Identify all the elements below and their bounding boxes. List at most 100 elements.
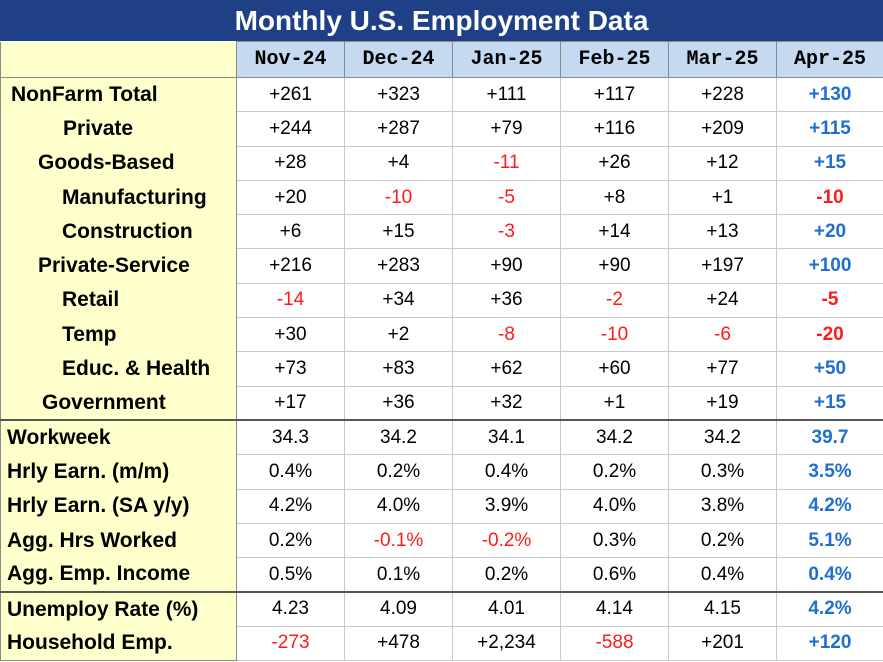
value-cell: +1	[560, 386, 669, 422]
value-cell: 34.2	[344, 420, 453, 456]
table-row: Retail -14 +34 +36 -2 +24 -5	[0, 283, 883, 319]
row-label: Construction	[0, 214, 237, 249]
value-cell: +4	[344, 146, 453, 181]
value-cell: +24	[668, 283, 777, 319]
month-header: Jan-25	[452, 41, 561, 78]
value-cell: 4.14	[560, 591, 669, 627]
value-cell: 34.2	[560, 420, 669, 456]
latest-value-cell: +15	[776, 146, 883, 181]
value-cell: -8	[452, 317, 561, 353]
value-cell: +209	[668, 111, 777, 147]
value-cell: -3	[452, 214, 561, 250]
value-cell: 34.1	[452, 420, 561, 456]
table-row: Construction +6 +15 -3 +14 +13 +20	[0, 214, 883, 250]
latest-value-cell: -10	[776, 180, 883, 216]
value-cell: +1	[668, 180, 777, 216]
value-cell: -0.1%	[344, 523, 453, 559]
value-cell: +8	[560, 180, 669, 216]
latest-value-cell: -5	[776, 283, 883, 319]
latest-value-cell: -20	[776, 317, 883, 353]
value-cell: -5	[452, 180, 561, 216]
latest-value-cell: 4.2%	[776, 591, 883, 627]
value-cell: +73	[236, 351, 345, 387]
value-cell: +60	[560, 351, 669, 387]
latest-value-cell: +50	[776, 351, 883, 387]
value-cell: -10	[560, 317, 669, 353]
header-corner	[0, 41, 237, 78]
value-cell: 4.23	[236, 591, 345, 627]
table-row: Temp +30 +2 -8 -10 -6 -20	[0, 317, 883, 353]
value-cell: +478	[344, 626, 453, 662]
month-header: Apr-25	[776, 41, 883, 78]
latest-value-cell: +15	[776, 386, 883, 422]
value-cell: 0.3%	[668, 454, 777, 490]
value-cell: +19	[668, 386, 777, 422]
value-cell: +216	[236, 248, 345, 284]
value-cell: 0.2%	[560, 454, 669, 490]
table-row: Educ. & Health +73 +83 +62 +60 +77 +50	[0, 351, 883, 387]
latest-value-cell: +120	[776, 626, 883, 662]
value-cell: +13	[668, 214, 777, 250]
row-label: Goods-Based	[0, 146, 237, 181]
table-row: Agg. Hrs Worked 0.2% -0.1% -0.2% 0.3% 0.2% 5.1…	[0, 523, 883, 559]
month-header: Feb-25	[560, 41, 669, 78]
value-cell: 0.1%	[344, 557, 453, 593]
row-label: Private-Service	[0, 248, 237, 284]
value-cell: -588	[560, 626, 669, 662]
table-row: Hrly Earn. (m/m) 0.4% 0.2% 0.4% 0.2% 0.3% 3.5%	[0, 454, 883, 490]
value-cell: 0.4%	[236, 454, 345, 490]
month-header: Mar-25	[668, 41, 777, 78]
value-cell: +79	[452, 111, 561, 147]
latest-value-cell: 0.4%	[776, 557, 883, 593]
value-cell: +17	[236, 386, 345, 422]
value-cell: +90	[452, 248, 561, 284]
value-cell: +244	[236, 111, 345, 147]
latest-value-cell: +20	[776, 214, 883, 250]
row-label: Workweek	[0, 420, 237, 455]
table-row: Hrly Earn. (SA y/y) 4.2% 4.0% 3.9% 4.0% 3.8% 4…	[0, 489, 883, 524]
value-cell: +201	[668, 626, 777, 662]
row-label: Agg. Hrs Worked	[0, 523, 237, 558]
table-row: Manufacturing +20 -10 -5 +8 +1 -10	[0, 180, 883, 216]
value-cell: 0.4%	[452, 454, 561, 490]
value-cell: +287	[344, 111, 453, 147]
row-label: Hrly Earn. (m/m)	[0, 454, 237, 490]
table-row: Private +244 +287 +79 +116 +209 +115	[0, 111, 883, 147]
value-cell: +83	[344, 351, 453, 387]
value-cell: +90	[560, 248, 669, 284]
value-cell: 0.5%	[236, 557, 345, 593]
value-cell: 4.15	[668, 591, 777, 627]
row-label: Temp	[0, 317, 237, 352]
value-cell: 0.3%	[560, 523, 669, 559]
value-cell: 34.3	[236, 420, 345, 456]
value-cell: 4.09	[344, 591, 453, 627]
value-cell: 0.2%	[668, 523, 777, 559]
value-cell: -14	[236, 283, 345, 319]
table-row: Unemploy Rate (%) 4.23 4.09 4.01 4.14 4.15 4.2…	[0, 591, 883, 627]
latest-value-cell: 3.5%	[776, 454, 883, 490]
table-row: Workweek 34.3 34.2 34.1 34.2 34.2 39.7	[0, 420, 883, 456]
table-row: Goods-Based +28 +4 -11 +26 +12 +15	[0, 146, 883, 181]
value-cell: +2,234	[452, 626, 561, 662]
value-cell: +111	[452, 77, 561, 113]
latest-value-cell: +130	[776, 77, 883, 113]
value-cell: 3.8%	[668, 489, 777, 524]
value-cell: 0.2%	[236, 523, 345, 559]
value-cell: +261	[236, 77, 345, 113]
row-label: Manufacturing	[0, 180, 237, 215]
value-cell: +15	[344, 214, 453, 250]
latest-value-cell: 39.7	[776, 420, 883, 456]
value-cell: 0.2%	[452, 557, 561, 593]
value-cell: 4.2%	[236, 489, 345, 524]
value-cell: 4.0%	[560, 489, 669, 524]
employment-table: Nov-24 Dec-24 Jan-25 Feb-25 Mar-25 Apr-2…	[0, 41, 883, 662]
value-cell: +12	[668, 146, 777, 181]
value-cell: +36	[452, 283, 561, 319]
value-cell: +116	[560, 111, 669, 147]
row-label: Hrly Earn. (SA y/y)	[0, 489, 237, 524]
table-title: Monthly U.S. Employment Data	[0, 0, 883, 41]
latest-value-cell: +100	[776, 248, 883, 284]
value-cell: -10	[344, 180, 453, 216]
latest-value-cell: 5.1%	[776, 523, 883, 559]
